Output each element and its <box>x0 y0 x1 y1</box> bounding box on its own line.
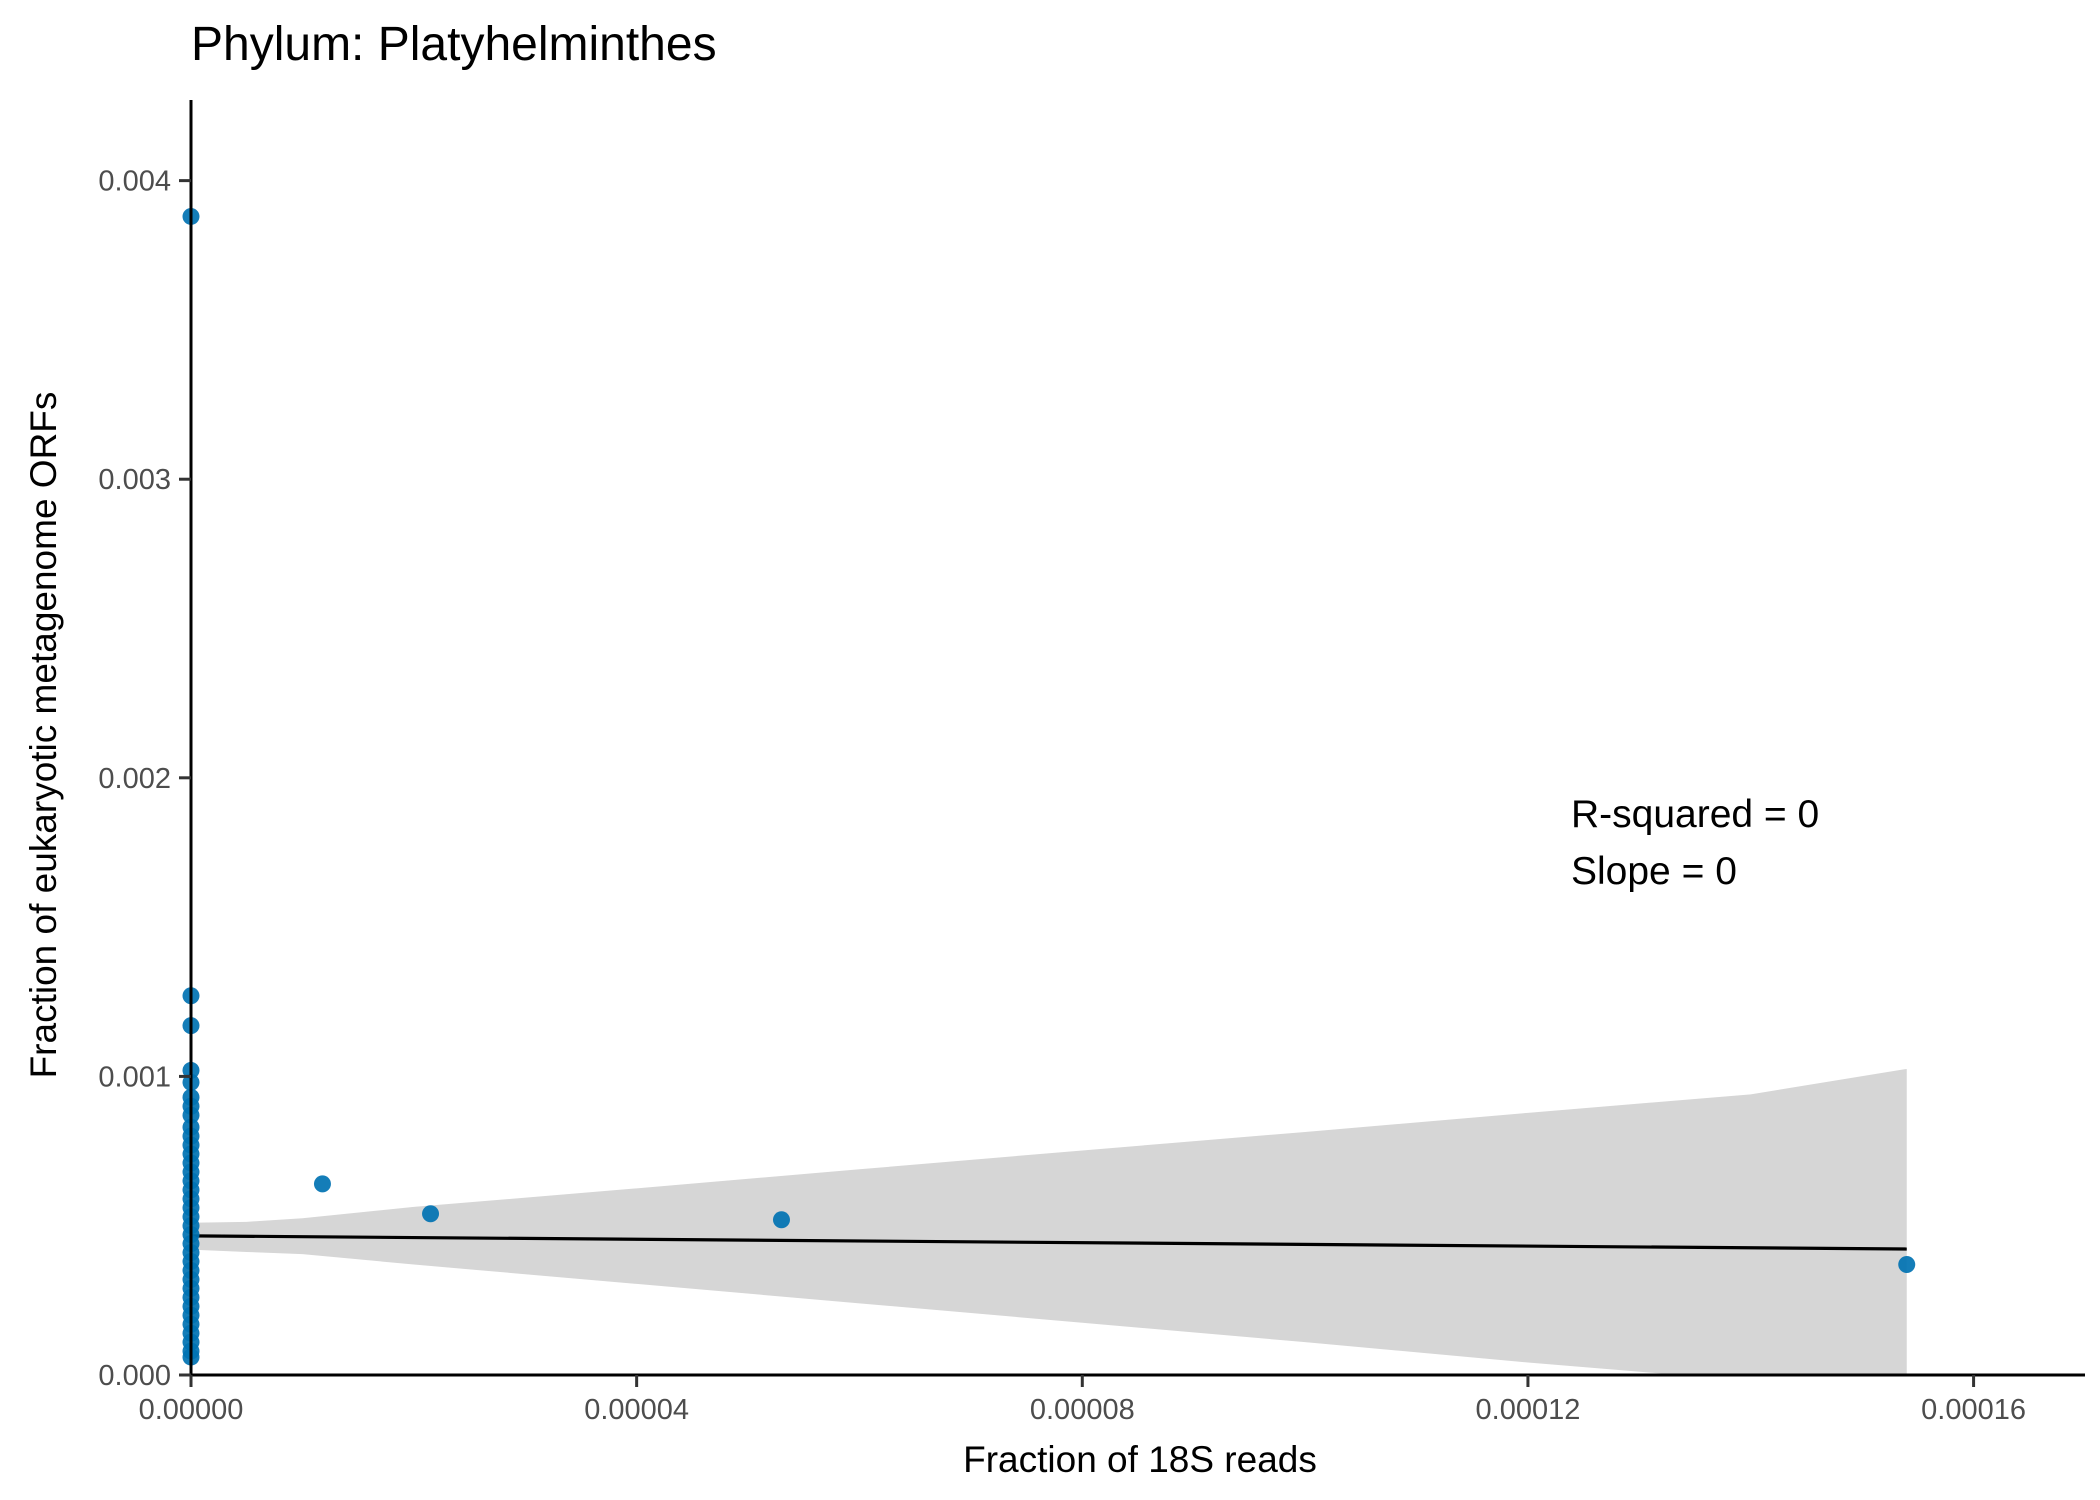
data-point <box>313 1175 331 1193</box>
y-tick-label: 0.002 <box>98 763 171 795</box>
confidence-band <box>191 1068 1907 1375</box>
slope-annotation: Slope = 0 <box>1571 850 1737 893</box>
r-squared-annotation: R-squared = 0 <box>1571 793 1819 836</box>
x-tick-label: 0.00012 <box>1476 1394 1581 1426</box>
axes-layer <box>189 100 2085 1377</box>
data-point <box>422 1205 440 1223</box>
confidence-band-layer <box>191 1068 1907 1375</box>
x-tick-label: 0.00016 <box>1921 1394 2026 1426</box>
x-tick-label: 0.00004 <box>584 1394 689 1426</box>
x-axis-title: Fraction of 18S reads <box>963 1439 1317 1480</box>
data-point <box>772 1211 790 1229</box>
y-tick-label: 0.001 <box>98 1061 171 1093</box>
y-tick-label: 0.000 <box>98 1360 171 1392</box>
data-point <box>1898 1256 1916 1274</box>
x-tick-label: 0.00000 <box>139 1394 244 1426</box>
chart-title: Phylum: Platyhelminthes <box>191 18 717 71</box>
regression-line <box>190 1234 1907 1251</box>
ticks-layer: 0.00000 0.00004 0.00008 0.00012 0.00016 0.000… <box>98 166 2026 1426</box>
x-tick-label: 0.00008 <box>1030 1394 1135 1426</box>
fit-line-layer <box>190 1234 1907 1251</box>
y-tick-label: 0.004 <box>98 166 171 198</box>
y-axis-title: Fraction of eukaryotic metagenome ORFs <box>23 392 64 1079</box>
y-tick-label: 0.003 <box>98 464 171 496</box>
